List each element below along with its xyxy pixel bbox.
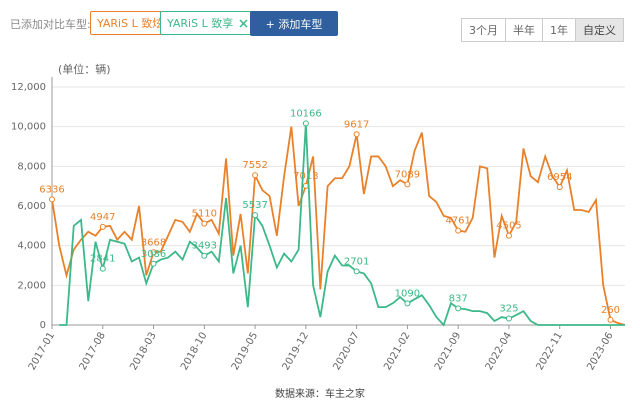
range-selector: 3个月 半年 1年 自定义: [461, 18, 624, 42]
point-marker: [49, 196, 55, 203]
point-marker: [302, 120, 309, 127]
data-label: 325: [499, 304, 518, 315]
close-icon[interactable]: [239, 18, 248, 28]
data-label: 7013: [293, 171, 318, 182]
point-marker: [455, 227, 462, 234]
point-marker: [201, 252, 208, 259]
y-tick-label: 2,000: [17, 280, 46, 291]
y-tick-label: 12,000: [11, 82, 46, 93]
point-marker: [252, 172, 259, 179]
data-label: 6954: [547, 172, 572, 183]
data-label: 4505: [496, 221, 521, 232]
y-tick-label: 10,000: [11, 122, 46, 133]
point-marker: [252, 212, 259, 219]
data-label: 837: [449, 293, 468, 304]
point-marker: [353, 131, 360, 138]
range-option[interactable]: 1年: [542, 19, 575, 41]
data-label: 4761: [445, 216, 470, 227]
data-label: 1090: [395, 288, 420, 299]
x-tick-label: 2022-11: [534, 331, 564, 373]
unit-label: (单位：辆): [58, 62, 111, 76]
data-label: 2701: [344, 256, 369, 267]
data-label: 2841: [90, 254, 115, 265]
point-marker: [150, 249, 157, 256]
point-marker: [505, 232, 512, 239]
point-marker: [607, 316, 614, 323]
data-label: 3086: [141, 249, 166, 260]
point-marker: [302, 182, 309, 189]
data-label: 7552: [242, 160, 267, 171]
data-label: 3493: [192, 241, 217, 252]
range-option[interactable]: 半年: [505, 19, 542, 41]
y-tick-label: 0: [40, 320, 46, 331]
point-marker: [455, 305, 462, 312]
point-marker: [404, 300, 411, 307]
car-button[interactable]: YARiS L 致享: [160, 11, 256, 35]
data-label: 9617: [344, 119, 369, 130]
add-car-button[interactable]: + 添加车型: [250, 11, 338, 36]
x-tick-label: 2021-02: [382, 331, 412, 373]
x-tick-label: 2022-04: [484, 330, 514, 372]
x-tick-label: 2018-03: [128, 331, 158, 373]
legend-label: YARiS L 致享: [167, 17, 234, 30]
x-tick-label: 2017-08: [78, 331, 108, 373]
range-option[interactable]: 3个月: [469, 24, 498, 37]
x-tick-label: 2019-05: [230, 331, 260, 373]
x-tick-label: 2020-07: [331, 331, 361, 373]
data-label: 7089: [395, 169, 420, 180]
point-marker: [404, 181, 411, 188]
data-label: 4947: [90, 212, 115, 223]
series-line: [51, 126, 626, 326]
point-marker: [353, 268, 360, 275]
data-label: 260: [601, 305, 620, 316]
data-label: 5537: [242, 200, 267, 211]
point-marker: [556, 184, 563, 191]
data-label: 10166: [290, 108, 322, 119]
legend-label: YARiS L 致炫: [97, 17, 164, 30]
point-marker: [99, 265, 106, 272]
y-tick-label: 6,000: [17, 201, 46, 212]
source: 数据来源：车主之家: [275, 387, 365, 400]
data-label: 3668: [141, 237, 166, 248]
y-tick-label: 4,000: [17, 241, 46, 252]
x-tick-label: 2017-01: [27, 331, 57, 373]
y-tick-label: 8,000: [17, 161, 46, 172]
point-marker: [505, 315, 512, 322]
x-tick-label: 2018-10: [179, 331, 209, 373]
point-marker: [201, 220, 208, 227]
range-option[interactable]: 自定义: [575, 19, 623, 41]
x-tick-label: 2023-06: [585, 331, 615, 373]
compare-label: 已添加对比车型:: [10, 18, 91, 31]
point-marker: [99, 223, 106, 230]
x-tick-label: 2021-09: [433, 331, 463, 373]
series-line: [59, 123, 625, 327]
data-label: 6336: [39, 184, 64, 195]
point-marker: [150, 260, 157, 267]
data-label: 5110: [192, 209, 217, 220]
x-tick-label: 2019-12: [281, 331, 311, 373]
